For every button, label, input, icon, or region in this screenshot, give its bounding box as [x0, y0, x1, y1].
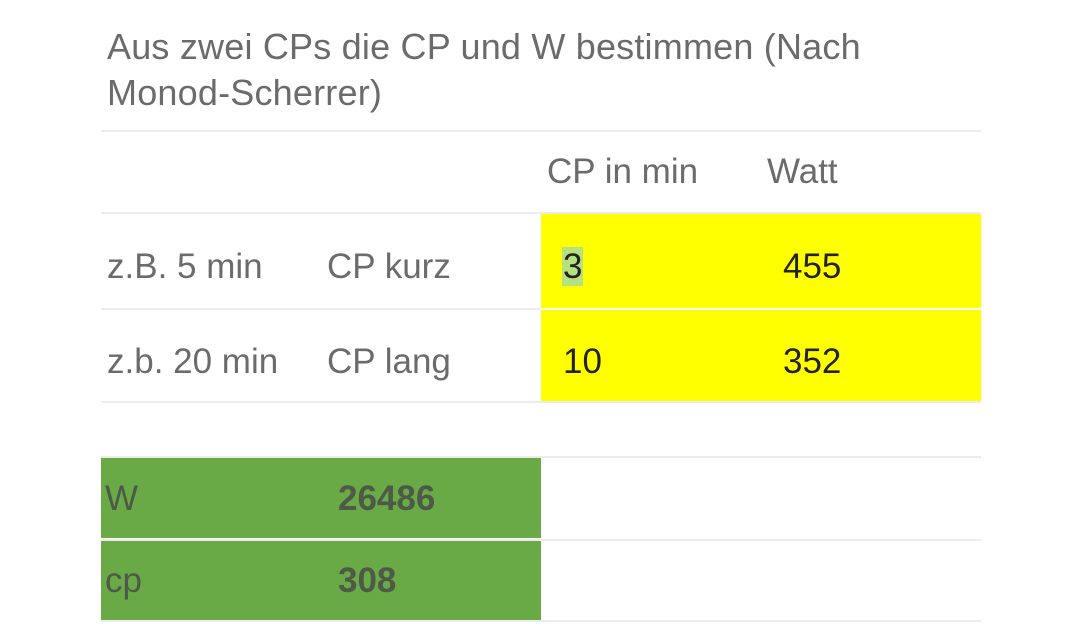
- cp-lang-minutes-cell[interactable]: 10: [563, 342, 602, 381]
- row-cp-label[interactable]: CP lang: [327, 342, 451, 381]
- cp-kurz-watt-cell[interactable]: 455: [783, 247, 842, 286]
- input-cell-fill: [541, 310, 981, 402]
- sheet-title: Aus zwei CPs die CP und W bestimmen (Nac…: [107, 26, 861, 113]
- grid-line: [101, 456, 981, 458]
- grid-line: [101, 212, 981, 214]
- result-value-cp[interactable]: 308: [338, 561, 397, 600]
- row-example-label[interactable]: z.B. 5 min: [107, 247, 263, 286]
- result-value-w[interactable]: 26486: [338, 479, 436, 518]
- grid-line: [101, 539, 981, 541]
- grid-line: [101, 130, 981, 132]
- grid-line: [101, 401, 981, 403]
- selected-text[interactable]: 3: [562, 247, 584, 286]
- row-cp-label[interactable]: CP kurz: [327, 247, 451, 286]
- cp-lang-watt-cell[interactable]: 352: [783, 342, 842, 381]
- header-cp-in-min[interactable]: CP in min: [547, 152, 699, 191]
- header-watt[interactable]: Watt: [767, 152, 838, 191]
- grid-line: [101, 620, 981, 622]
- result-cell-fill: [101, 541, 541, 620]
- result-label-cp[interactable]: cp: [105, 561, 142, 600]
- input-cell-fill: [541, 214, 981, 308]
- grid-line: [101, 308, 541, 310]
- result-cell-fill: [101, 458, 541, 538]
- result-label-w[interactable]: W: [105, 479, 139, 518]
- cp-kurz-minutes-cell[interactable]: 3: [562, 247, 584, 287]
- row-example-label[interactable]: z.b. 20 min: [107, 342, 279, 381]
